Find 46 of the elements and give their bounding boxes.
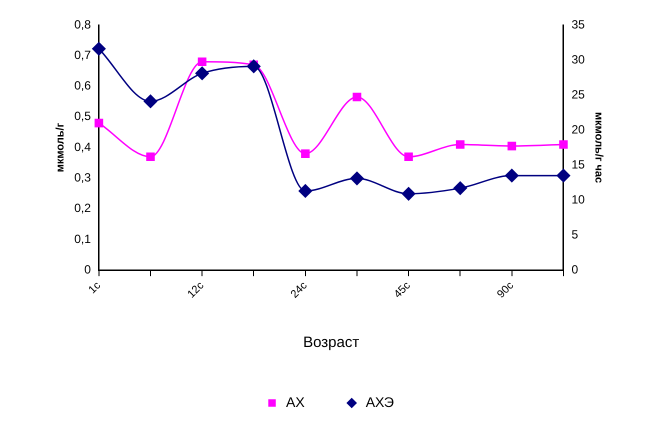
point [456, 140, 464, 149]
y-tick-label: 0,3 [74, 170, 92, 185]
y-axis-title: мкмоль/г [54, 122, 67, 172]
y2-axis-title: мкмоль/г час [592, 112, 604, 184]
x-tick-label: 45c [392, 279, 414, 301]
y-tick-label: 0,1 [74, 232, 92, 246]
point [505, 168, 519, 182]
legend-label: АХЭ [366, 394, 394, 410]
y2-tick-label: 35 [571, 17, 586, 32]
y-tick-label: 0,6 [74, 78, 92, 93]
y-tick-label: 0,2 [74, 201, 92, 216]
point [298, 184, 312, 198]
point [559, 140, 568, 149]
point [92, 42, 106, 56]
point [352, 92, 362, 102]
point [94, 118, 104, 128]
point [453, 181, 467, 195]
y-tick-label: 0,5 [74, 109, 92, 124]
y2-tick-label: 20 [571, 122, 586, 136]
point [404, 152, 413, 162]
x-tick-label: 1c [86, 279, 104, 296]
y2-tick-label: 15 [571, 157, 586, 172]
point [146, 152, 155, 162]
point [556, 168, 570, 182]
x-tick-label: 90c [495, 279, 516, 301]
x-tick-label: 12c [185, 279, 207, 301]
y2-tick-label: 10 [571, 192, 586, 206]
y2-tick-label: 5 [571, 227, 578, 242]
point [508, 142, 516, 150]
point [350, 172, 364, 186]
y-tick-label: 0,8 [74, 17, 92, 32]
x-tick-label: 24c [288, 279, 310, 301]
y-tick-label: 0,4 [74, 140, 92, 154]
y2-tick-label: 25 [571, 87, 586, 102]
y-tick-label: 0,7 [74, 48, 92, 62]
point [144, 94, 158, 108]
point [198, 57, 206, 66]
legend-label: АХ [286, 394, 306, 410]
y-tick-label: 0 [84, 262, 92, 276]
y2-tick-label: 30 [571, 52, 586, 66]
y2-tick-label: 0 [571, 262, 578, 276]
point [301, 149, 310, 158]
point [195, 66, 209, 80]
point [402, 187, 416, 201]
x-axis-title: Возраст [303, 334, 360, 352]
point [246, 60, 260, 74]
